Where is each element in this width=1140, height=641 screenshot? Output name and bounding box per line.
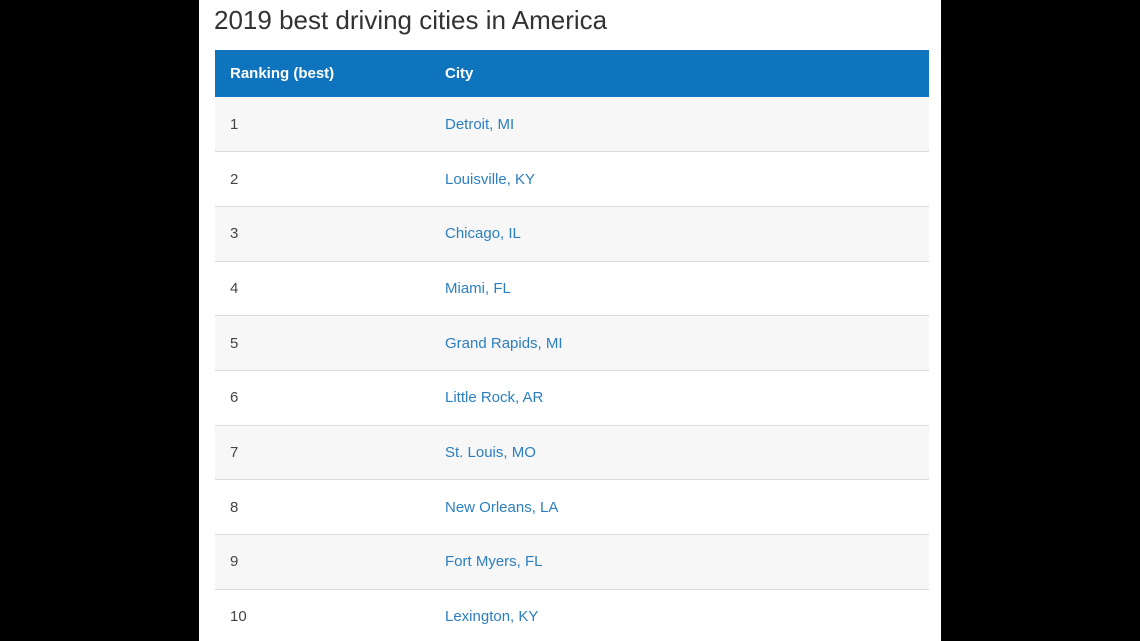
city-link[interactable]: Detroit, MI	[430, 97, 929, 153]
rank-cell: 7	[215, 425, 430, 481]
rankings-table: Ranking (best) City 1 Detroit, MI 2 Loui…	[215, 50, 929, 641]
header-city: City	[430, 50, 929, 97]
rank-cell: 2	[215, 151, 430, 207]
city-link[interactable]: Fort Myers, FL	[430, 534, 929, 590]
rank-cell: 10	[215, 589, 430, 641]
city-link[interactable]: Miami, FL	[430, 261, 929, 317]
city-link[interactable]: Little Rock, AR	[430, 370, 929, 426]
city-link[interactable]: New Orleans, LA	[430, 479, 929, 535]
table-row: 7 St. Louis, MO	[215, 425, 929, 481]
rank-cell: 8	[215, 479, 430, 535]
rank-cell: 1	[215, 97, 430, 153]
table-row: 5 Grand Rapids, MI	[215, 315, 929, 371]
city-link[interactable]: Grand Rapids, MI	[430, 315, 929, 371]
city-link[interactable]: Louisville, KY	[430, 151, 929, 207]
city-link[interactable]: St. Louis, MO	[430, 425, 929, 481]
rank-cell: 9	[215, 534, 430, 590]
rank-cell: 3	[215, 206, 430, 262]
rank-cell: 6	[215, 370, 430, 426]
table-row: 8 New Orleans, LA	[215, 479, 929, 535]
rank-cell: 4	[215, 261, 430, 317]
header-ranking: Ranking (best)	[215, 50, 430, 97]
page-title: 2019 best driving cities in America	[214, 5, 608, 35]
article-page: 2019 best driving cities in America Rank…	[199, 0, 941, 641]
table-row: 1 Detroit, MI	[215, 97, 929, 153]
table-row: 6 Little Rock, AR	[215, 370, 929, 426]
table-header-row: Ranking (best) City	[215, 50, 929, 97]
table-row: 3 Chicago, IL	[215, 206, 929, 262]
table-row: 9 Fort Myers, FL	[215, 534, 929, 590]
table-row: 2 Louisville, KY	[215, 151, 929, 207]
city-link[interactable]: Lexington, KY	[430, 589, 929, 641]
rank-cell: 5	[215, 315, 430, 371]
table-row: 4 Miami, FL	[215, 261, 929, 317]
table-row: 10 Lexington, KY	[215, 589, 929, 641]
city-link[interactable]: Chicago, IL	[430, 206, 929, 262]
